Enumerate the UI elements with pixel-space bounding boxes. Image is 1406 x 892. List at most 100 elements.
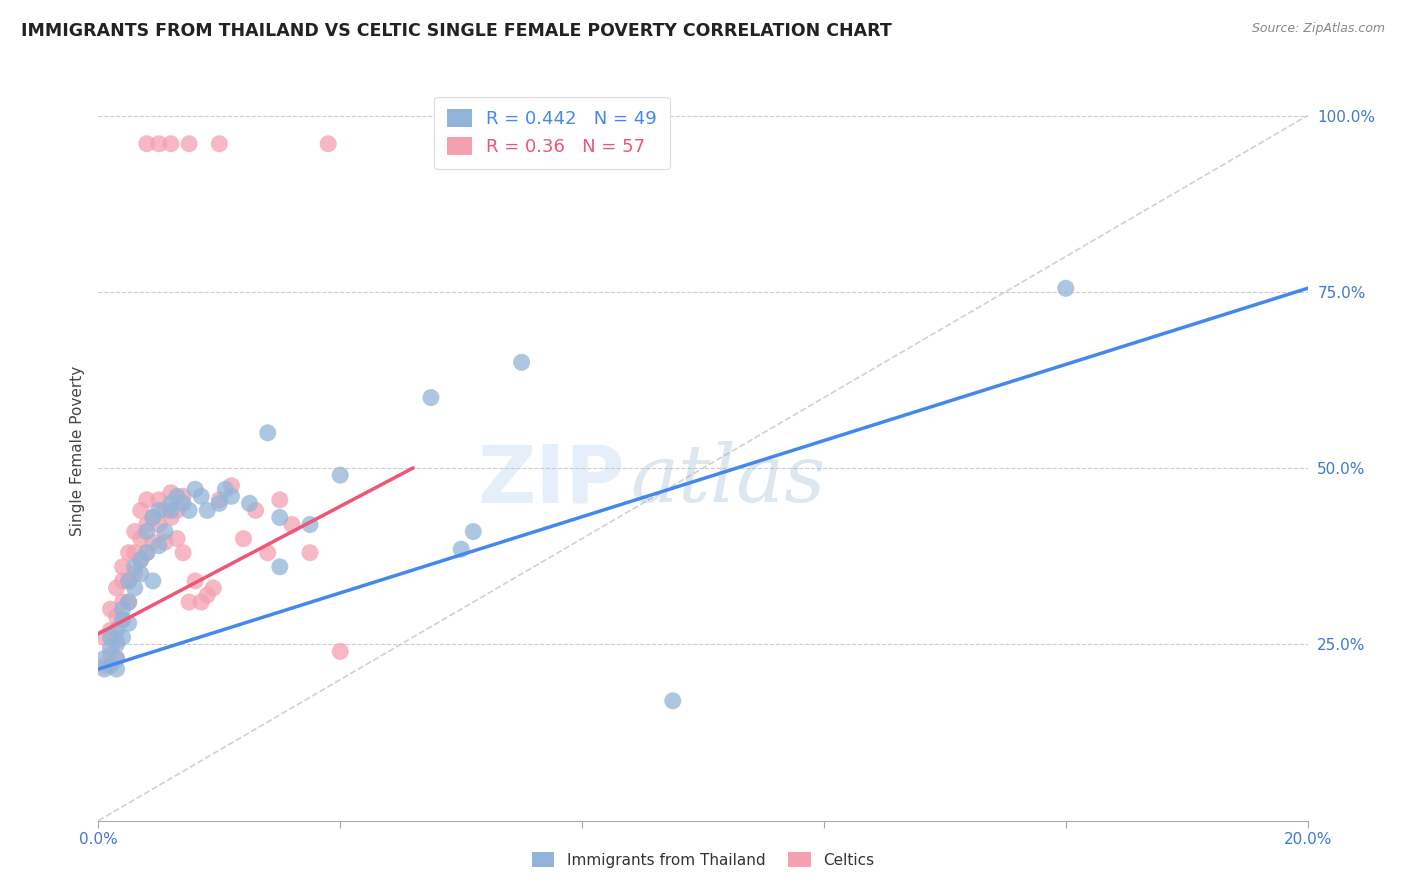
Point xyxy=(111,559,134,574)
Text: ZIP: ZIP xyxy=(477,441,624,519)
Point xyxy=(195,588,218,602)
Point xyxy=(160,510,183,524)
Point xyxy=(93,658,115,673)
Point xyxy=(172,489,194,503)
Point xyxy=(239,496,262,510)
Text: Source: ZipAtlas.com: Source: ZipAtlas.com xyxy=(1251,22,1385,36)
Point xyxy=(135,524,157,539)
Point xyxy=(195,503,218,517)
Point xyxy=(129,566,152,581)
Point xyxy=(329,644,352,658)
Point xyxy=(118,595,141,609)
Point xyxy=(124,524,146,539)
Point xyxy=(105,651,128,665)
Point xyxy=(190,489,212,503)
Legend: R = 0.442   N = 49, R = 0.36   N = 57: R = 0.442 N = 49, R = 0.36 N = 57 xyxy=(434,96,669,169)
Point xyxy=(172,546,194,560)
Point xyxy=(166,503,188,517)
Point xyxy=(105,662,128,676)
Point xyxy=(661,694,683,708)
Point xyxy=(269,510,291,524)
Point xyxy=(100,624,122,638)
Point xyxy=(299,546,322,560)
Point xyxy=(179,503,201,517)
Point xyxy=(166,489,188,503)
Point xyxy=(105,609,128,624)
Point xyxy=(100,648,122,662)
Point xyxy=(111,630,134,644)
Point xyxy=(118,574,141,588)
Point xyxy=(129,553,152,567)
Point xyxy=(299,517,322,532)
Point xyxy=(179,136,201,151)
Point xyxy=(135,546,157,560)
Point xyxy=(208,496,231,510)
Point xyxy=(160,496,183,510)
Point xyxy=(329,468,352,483)
Point xyxy=(124,581,146,595)
Point xyxy=(142,510,165,524)
Point xyxy=(463,524,485,539)
Point xyxy=(316,136,339,151)
Point xyxy=(118,616,141,631)
Point xyxy=(124,546,146,560)
Point xyxy=(221,489,243,503)
Point xyxy=(160,485,183,500)
Point xyxy=(153,503,176,517)
Point xyxy=(93,630,115,644)
Point xyxy=(184,574,207,588)
Legend: Immigrants from Thailand, Celtics: Immigrants from Thailand, Celtics xyxy=(524,845,882,875)
Point xyxy=(124,566,146,581)
Point xyxy=(105,637,128,651)
Point xyxy=(214,482,236,496)
Point xyxy=(118,574,141,588)
Point xyxy=(179,595,201,609)
Point xyxy=(510,355,533,369)
Point xyxy=(135,517,157,532)
Point xyxy=(93,662,115,676)
Point xyxy=(281,517,304,532)
Point xyxy=(148,517,170,532)
Point xyxy=(269,492,291,507)
Point xyxy=(148,136,170,151)
Point xyxy=(142,535,165,549)
Point xyxy=(100,630,122,644)
Point xyxy=(256,425,278,440)
Point xyxy=(202,581,225,595)
Point xyxy=(420,391,443,405)
Point xyxy=(142,574,165,588)
Point xyxy=(256,546,278,560)
Point xyxy=(93,651,115,665)
Point xyxy=(100,658,122,673)
Point xyxy=(118,595,141,609)
Point xyxy=(105,581,128,595)
Point xyxy=(100,640,122,655)
Text: IMMIGRANTS FROM THAILAND VS CELTIC SINGLE FEMALE POVERTY CORRELATION CHART: IMMIGRANTS FROM THAILAND VS CELTIC SINGL… xyxy=(21,22,891,40)
Point xyxy=(118,546,141,560)
Point xyxy=(172,496,194,510)
Point xyxy=(166,532,188,546)
Point xyxy=(142,510,165,524)
Point xyxy=(208,492,231,507)
Point xyxy=(232,532,254,546)
Point xyxy=(153,535,176,549)
Point xyxy=(124,559,146,574)
Point xyxy=(450,542,472,557)
Point xyxy=(1054,281,1077,295)
Point xyxy=(135,136,157,151)
Point xyxy=(100,602,122,616)
Point xyxy=(153,524,176,539)
Y-axis label: Single Female Poverty: Single Female Poverty xyxy=(69,366,84,535)
Point xyxy=(221,479,243,493)
Point xyxy=(160,136,183,151)
Point xyxy=(111,595,134,609)
Point xyxy=(160,503,183,517)
Point xyxy=(148,503,170,517)
Point xyxy=(129,532,152,546)
Point xyxy=(135,546,157,560)
Point xyxy=(184,482,207,496)
Point xyxy=(135,492,157,507)
Point xyxy=(208,136,231,151)
Point xyxy=(148,492,170,507)
Point xyxy=(105,624,128,638)
